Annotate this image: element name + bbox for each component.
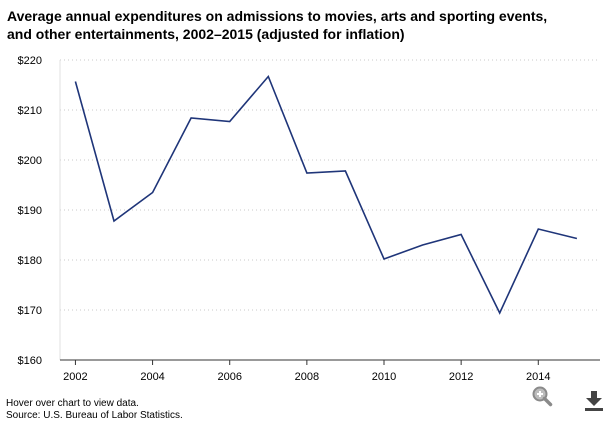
series-line[interactable] <box>74 74 578 315</box>
zoom-icon[interactable] <box>531 385 553 407</box>
data-point-2002[interactable] <box>70 77 80 87</box>
data-point-2006[interactable] <box>225 117 235 127</box>
data-point-2003[interactable] <box>109 216 119 226</box>
data-point-2011[interactable] <box>418 240 428 250</box>
data-point-2013[interactable] <box>495 308 505 318</box>
axes <box>59 60 600 365</box>
chart-title-line-1: Average annual expenditures on admission… <box>7 8 548 24</box>
data-point-2010[interactable] <box>379 254 389 264</box>
y-axis-tick-labels: $160 $170 $180 $190 $200 $210 $220 <box>18 55 42 367</box>
x-tick-label: 2014 <box>526 371 550 383</box>
y-tick-label: $220 <box>18 55 42 67</box>
data-point-2014[interactable] <box>533 224 543 234</box>
x-tick-label: 2004 <box>140 371 164 383</box>
x-tick-label: 2012 <box>449 371 473 383</box>
y-tick-label: $210 <box>18 105 42 117</box>
y-tick-label: $200 <box>18 155 42 167</box>
data-point-2009[interactable] <box>340 166 350 176</box>
chart-title-line-2: and other entertainments, 2002–2015 (adj… <box>7 26 405 42</box>
download-icon[interactable] <box>583 390 605 412</box>
data-point-2008[interactable] <box>302 168 312 178</box>
y-tick-label: $160 <box>18 355 42 367</box>
data-point-2005[interactable] <box>186 113 196 123</box>
series-layer[interactable] <box>70 72 581 319</box>
data-point-2015[interactable] <box>572 234 582 244</box>
x-tick-label: 2010 <box>372 371 396 383</box>
data-point-2007[interactable] <box>263 72 273 82</box>
x-tick-label: 2002 <box>63 371 87 383</box>
x-axis-tick-labels: 2002 2004 2006 2008 2010 2012 2014 <box>63 371 550 383</box>
data-point-2012[interactable] <box>456 230 466 240</box>
hover-hint: Hover over chart to view data. <box>6 398 139 409</box>
chart-title: Average annual expenditures on admission… <box>7 7 607 43</box>
y-tick-label: $170 <box>18 305 42 317</box>
x-tick-label: 2006 <box>217 371 241 383</box>
source-note: Source: U.S. Bureau of Labor Statistics. <box>6 410 183 421</box>
data-point-2004[interactable] <box>148 188 158 198</box>
y-tick-label: $190 <box>18 205 42 217</box>
x-tick-label: 2008 <box>295 371 319 383</box>
y-tick-label: $180 <box>18 255 42 267</box>
